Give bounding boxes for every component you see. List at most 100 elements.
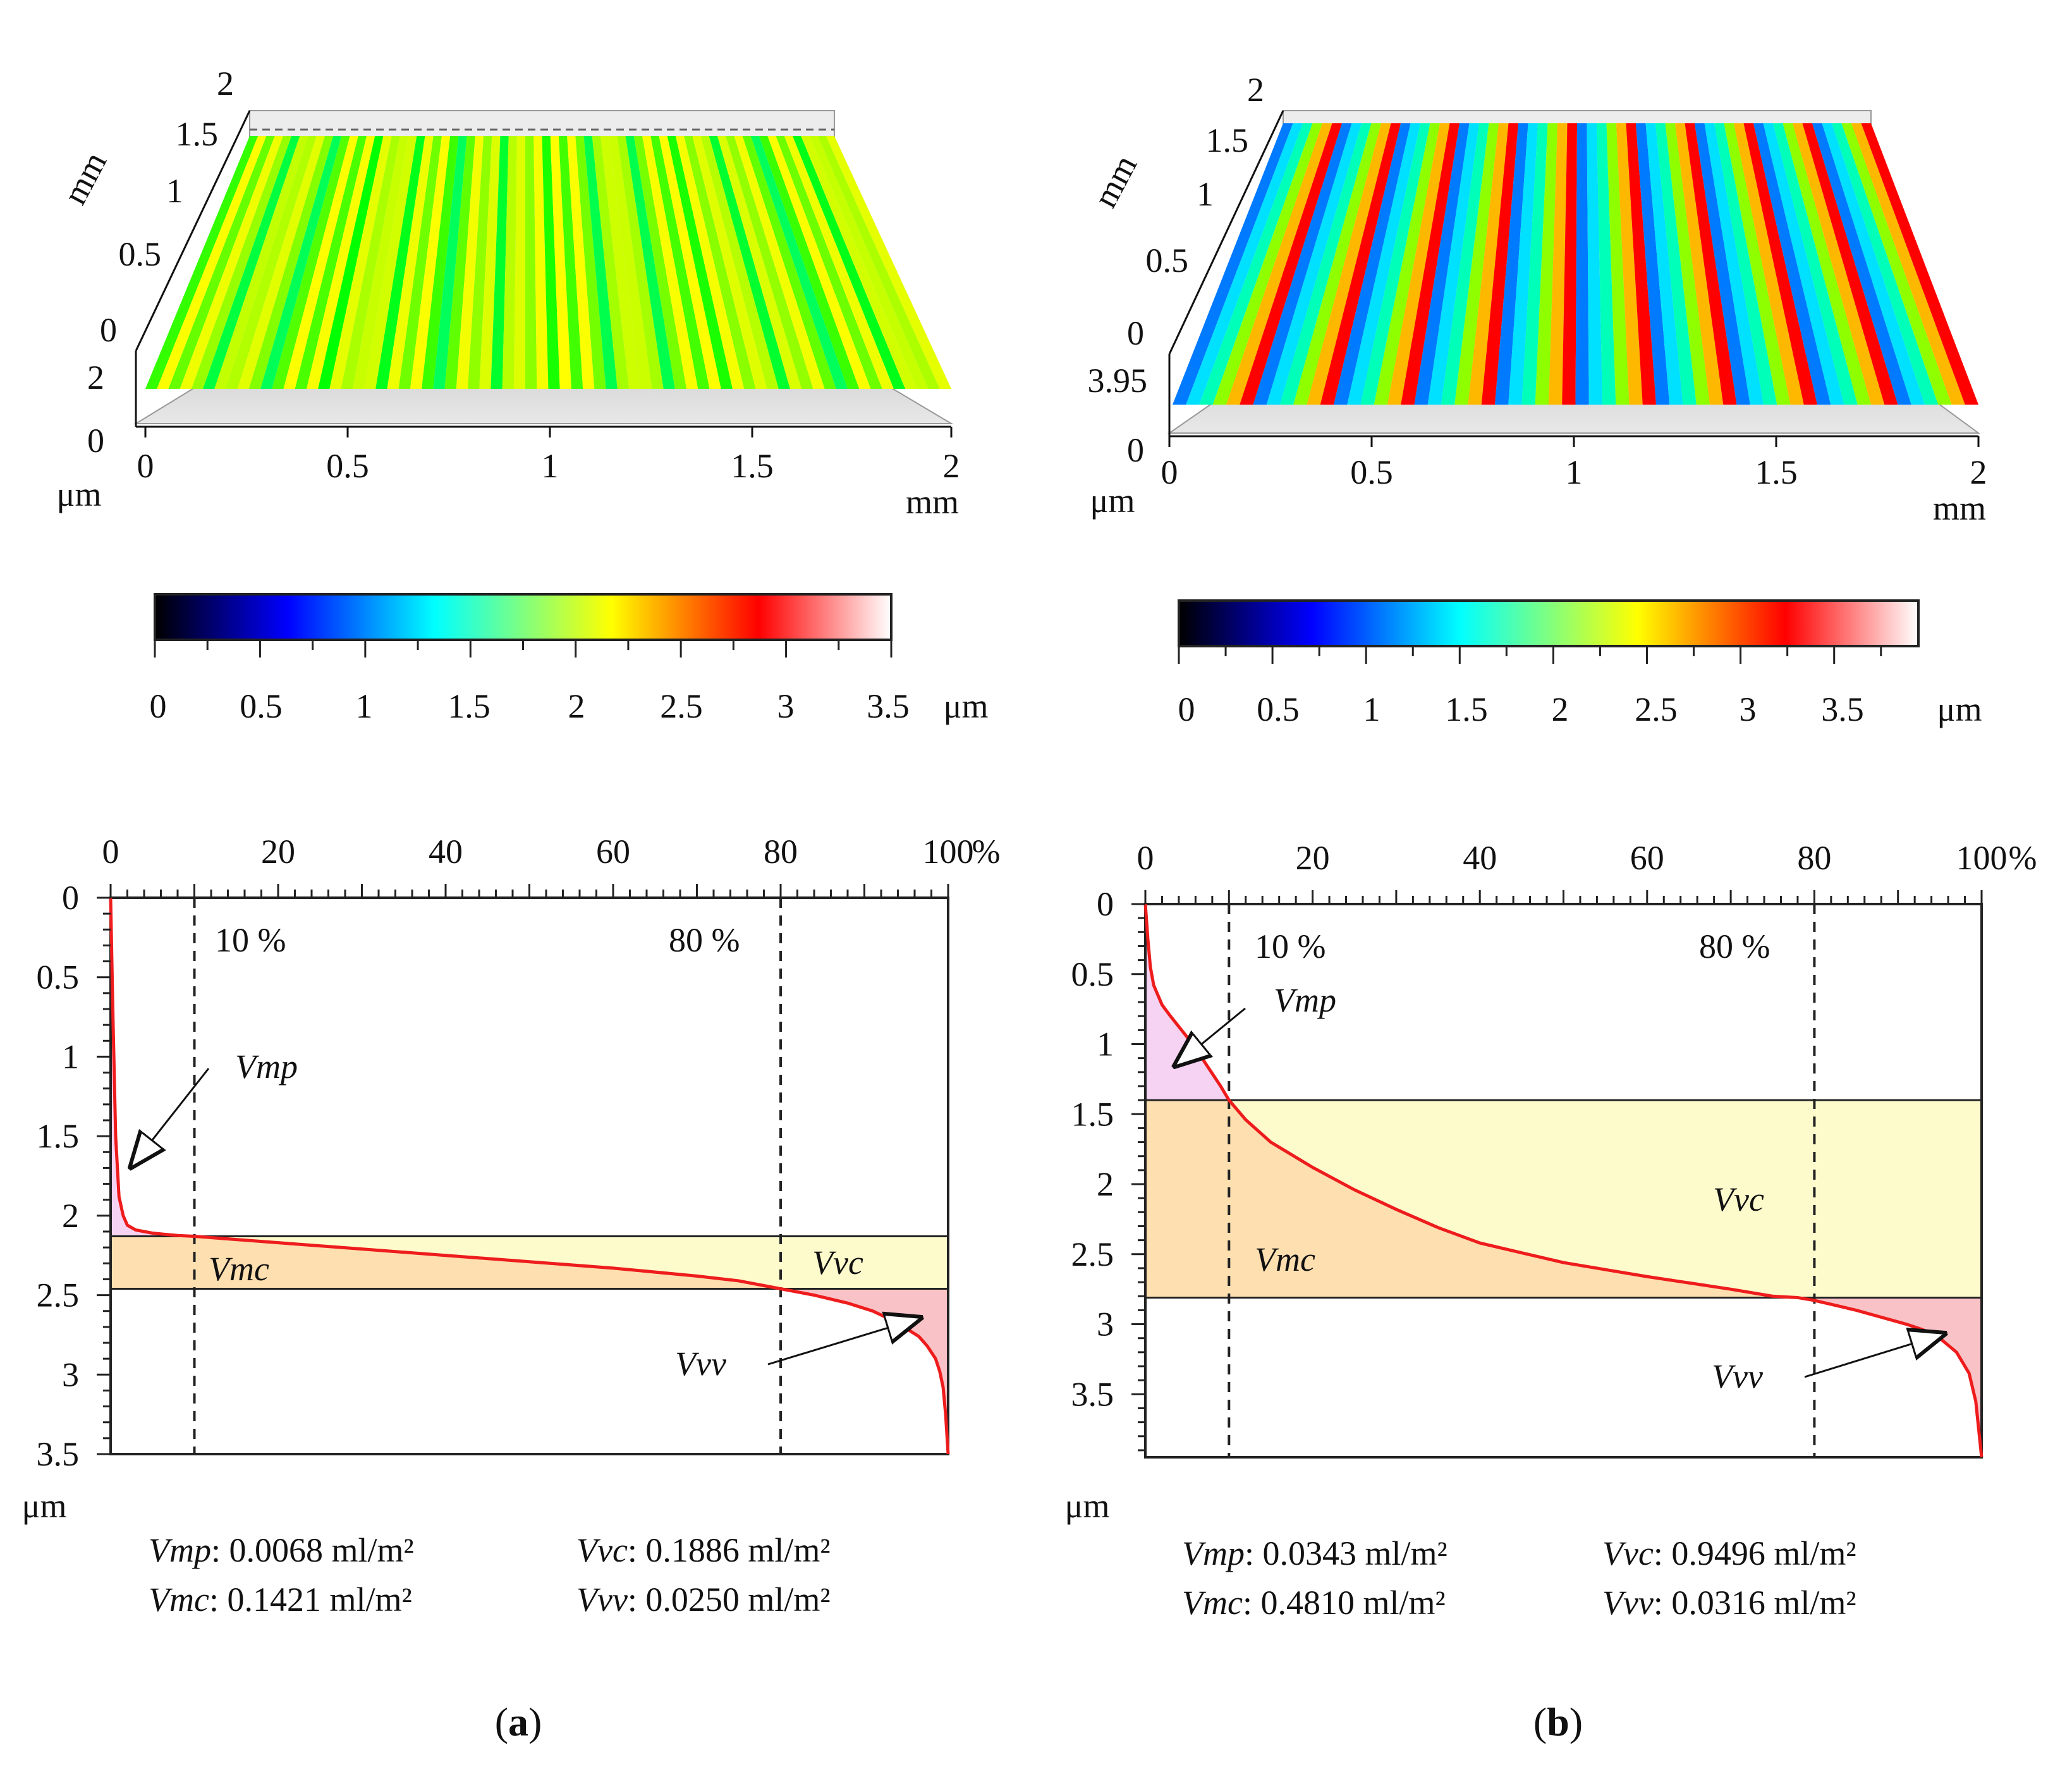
chart-b-vvv-label: Vvv bbox=[1712, 1357, 1763, 1395]
surface-band bbox=[1347, 123, 1420, 405]
chart-b-vvc-label: Vvc bbox=[1713, 1180, 1764, 1218]
colorbar-b-tick: 2 bbox=[1552, 690, 1569, 728]
surface-a-x-tick: 2 bbox=[943, 447, 960, 485]
surface-band bbox=[352, 136, 409, 389]
surface-b-y-unit: mm bbox=[1086, 149, 1144, 213]
surface-band bbox=[1714, 123, 1777, 405]
surface-band bbox=[692, 136, 767, 389]
chart-a-x-tick: 0 bbox=[102, 833, 119, 871]
param-a-vvv: Vvv: 0.0250 ml/m² bbox=[576, 1581, 831, 1618]
chart-a-vmp-arrow bbox=[131, 1068, 210, 1166]
colorbar-b-tick: 0.5 bbox=[1257, 690, 1300, 728]
surface-band bbox=[375, 136, 425, 389]
colorbar-a-tick: 1.5 bbox=[448, 687, 491, 725]
surface-band bbox=[422, 136, 459, 389]
chart-a-vvv-region bbox=[781, 1288, 948, 1454]
surface-band bbox=[307, 136, 375, 389]
surface-band bbox=[1636, 123, 1670, 405]
surface-band bbox=[1685, 123, 1737, 405]
chart-a-x-tick: 40 bbox=[429, 833, 463, 871]
surface-band bbox=[410, 136, 451, 389]
chart-a-y-tick: 3 bbox=[62, 1355, 79, 1393]
surface-band bbox=[1616, 123, 1643, 405]
chart-b-vmc-label: Vmc bbox=[1255, 1240, 1315, 1278]
material-ratio-chart-b: 0 20 40 60 80 100 0 0.5 1 1.5 2 2.5 3 3.5 bbox=[1071, 839, 2008, 1459]
surface-band bbox=[1481, 123, 1518, 405]
surface-band bbox=[433, 136, 467, 389]
surface-b-z-tick: 0 bbox=[1127, 431, 1144, 469]
surface-band bbox=[1212, 123, 1322, 405]
surface-band bbox=[203, 136, 300, 389]
surface-band bbox=[272, 136, 350, 389]
surface-band bbox=[1734, 123, 1804, 405]
surface-band bbox=[550, 136, 571, 389]
surface-band bbox=[1841, 123, 1952, 405]
surface-band bbox=[1414, 123, 1470, 405]
surface-band bbox=[157, 136, 267, 389]
chart-a-vvv-label: Vvv bbox=[675, 1345, 726, 1383]
chart-b-y-tick: 0 bbox=[1097, 885, 1114, 923]
chart-b-x-tick: 60 bbox=[1630, 839, 1664, 877]
surface-band bbox=[792, 136, 906, 389]
surface-b-x-unit: mm bbox=[1933, 489, 1986, 527]
chart-a-y-tick: 0.5 bbox=[37, 958, 80, 996]
surface-a-y-tick: 2 bbox=[217, 64, 234, 102]
param-b-vvv: Vvv: 0.0316 ml/m² bbox=[1602, 1584, 1856, 1622]
surface-band bbox=[684, 136, 756, 389]
chart-a-bearing-curve bbox=[109, 897, 950, 1455]
surface-b-y-tick: 0.5 bbox=[1146, 242, 1189, 279]
surface-b-x-tick: 1.5 bbox=[1755, 453, 1798, 491]
surface-b-x-tick: 1 bbox=[1566, 453, 1583, 491]
param-a-vmc: Vmc: 0.1421 ml/m² bbox=[149, 1581, 412, 1618]
chart-b-x-tick: 20 bbox=[1296, 839, 1330, 877]
surface-band bbox=[226, 136, 317, 389]
surface-band bbox=[675, 136, 745, 389]
surface-band bbox=[444, 136, 475, 389]
material-ratio-chart-a: 0 20 40 60 80 100 0 0.5 1 1.5 2 2.5 3 3.5 bbox=[37, 833, 974, 1473]
params-a: Vmp: 0.0068 ml/m² Vvc: 0.1886 ml/m² Vmc:… bbox=[149, 1531, 831, 1618]
subfigure-label-b: (b) bbox=[1533, 1699, 1583, 1744]
surface-a-x-tick: 0 bbox=[137, 447, 154, 485]
surface-band bbox=[387, 136, 434, 389]
chart-b-vline-label: 80 % bbox=[1699, 927, 1770, 965]
surface-band bbox=[717, 136, 802, 389]
surface-a-x-unit: mm bbox=[906, 483, 959, 521]
chart-b-vmp-label: Vmp bbox=[1274, 981, 1336, 1019]
chart-a-y-tick: 3.5 bbox=[37, 1435, 80, 1473]
surface-band bbox=[1626, 123, 1656, 405]
surface-band bbox=[1802, 123, 1898, 405]
surface-band bbox=[826, 136, 951, 389]
surface-band bbox=[633, 136, 687, 389]
surface-band bbox=[558, 136, 583, 389]
chart-b-vline-label: 10 % bbox=[1255, 927, 1325, 965]
surface-a-z-ticks: 0 2 μm bbox=[57, 358, 104, 513]
surface-band bbox=[295, 136, 367, 389]
surface-band bbox=[1587, 123, 1602, 405]
chart-b-y-tick: 2.5 bbox=[1071, 1235, 1114, 1273]
surface-band bbox=[237, 136, 325, 389]
chart-a-vvv-arrow bbox=[767, 1318, 920, 1366]
surface-band bbox=[592, 136, 629, 389]
chart-b-vmp-arrow bbox=[1176, 1007, 1246, 1065]
surface-band bbox=[1562, 123, 1577, 405]
surface-band bbox=[1495, 123, 1528, 405]
chart-b-vvv-region bbox=[1797, 1297, 1982, 1457]
surface-b-x-tick: 0 bbox=[1161, 453, 1178, 491]
surface-band bbox=[650, 136, 710, 389]
colorbar-b-tick: 1 bbox=[1363, 690, 1380, 728]
surface-band bbox=[1320, 123, 1401, 405]
surface-band bbox=[1468, 123, 1509, 405]
surface-band bbox=[1822, 123, 1925, 405]
surface-band bbox=[1293, 123, 1381, 405]
chart-a-y-tick: 0 bbox=[62, 879, 79, 917]
param-a-vmp: Vmp: 0.0068 ml/m² bbox=[149, 1531, 414, 1569]
surface-band bbox=[1665, 123, 1710, 405]
surface-band bbox=[1387, 123, 1450, 405]
surface-band bbox=[1753, 123, 1831, 405]
surface-band bbox=[1186, 123, 1303, 405]
surface-band bbox=[1508, 123, 1538, 405]
chart-a-vline-label: 10 % bbox=[215, 921, 286, 959]
chart-b-y-tick: 3 bbox=[1097, 1306, 1114, 1343]
surface-band bbox=[1783, 123, 1871, 405]
colorbar-a-unit: μm bbox=[944, 687, 989, 725]
